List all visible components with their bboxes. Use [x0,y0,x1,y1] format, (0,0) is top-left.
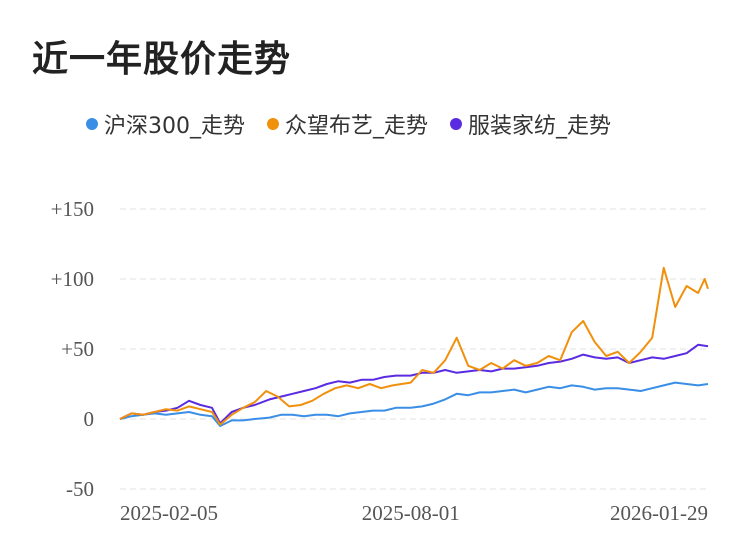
legend-item-zhongwang[interactable]: 众望布艺_走势 [267,108,428,140]
legend-dot-zhongwang [267,118,279,130]
series-line-hs300 [119,381,709,427]
x-tick-label: 2025-08-01 [362,501,460,525]
x-tick-label: 2026-01-29 [610,501,708,525]
legend-label-hs300: 沪深300_走势 [104,114,245,139]
legend-label-zhongwang: 众望布艺_走势 [285,114,429,139]
y-tick-label: +100 [51,267,94,291]
y-tick-label: 0 [84,407,95,431]
legend-dot-hs300 [86,118,98,130]
legend-dot-fuzhuang [450,118,463,130]
series-line-zhongwang [119,266,709,426]
y-tick-label: +150 [51,197,94,221]
legend-item-hs300[interactable]: 沪深300_走势 [86,108,245,140]
series-line-fuzhuang [119,343,709,425]
y-tick-label: -50 [66,477,94,501]
legend-label-fuzhuang: 服装家纺_走势 [468,114,612,139]
y-tick-label: +50 [61,337,94,361]
legend-item-fuzhuang[interactable]: 服装家纺_走势 [450,108,611,140]
x-tick-label: 2025-02-05 [120,501,218,525]
chart-legend: 沪深300_走势 众望布艺_走势 服装家纺_走势 [86,108,633,140]
chart-title: 近一年股价走势 [32,39,292,80]
